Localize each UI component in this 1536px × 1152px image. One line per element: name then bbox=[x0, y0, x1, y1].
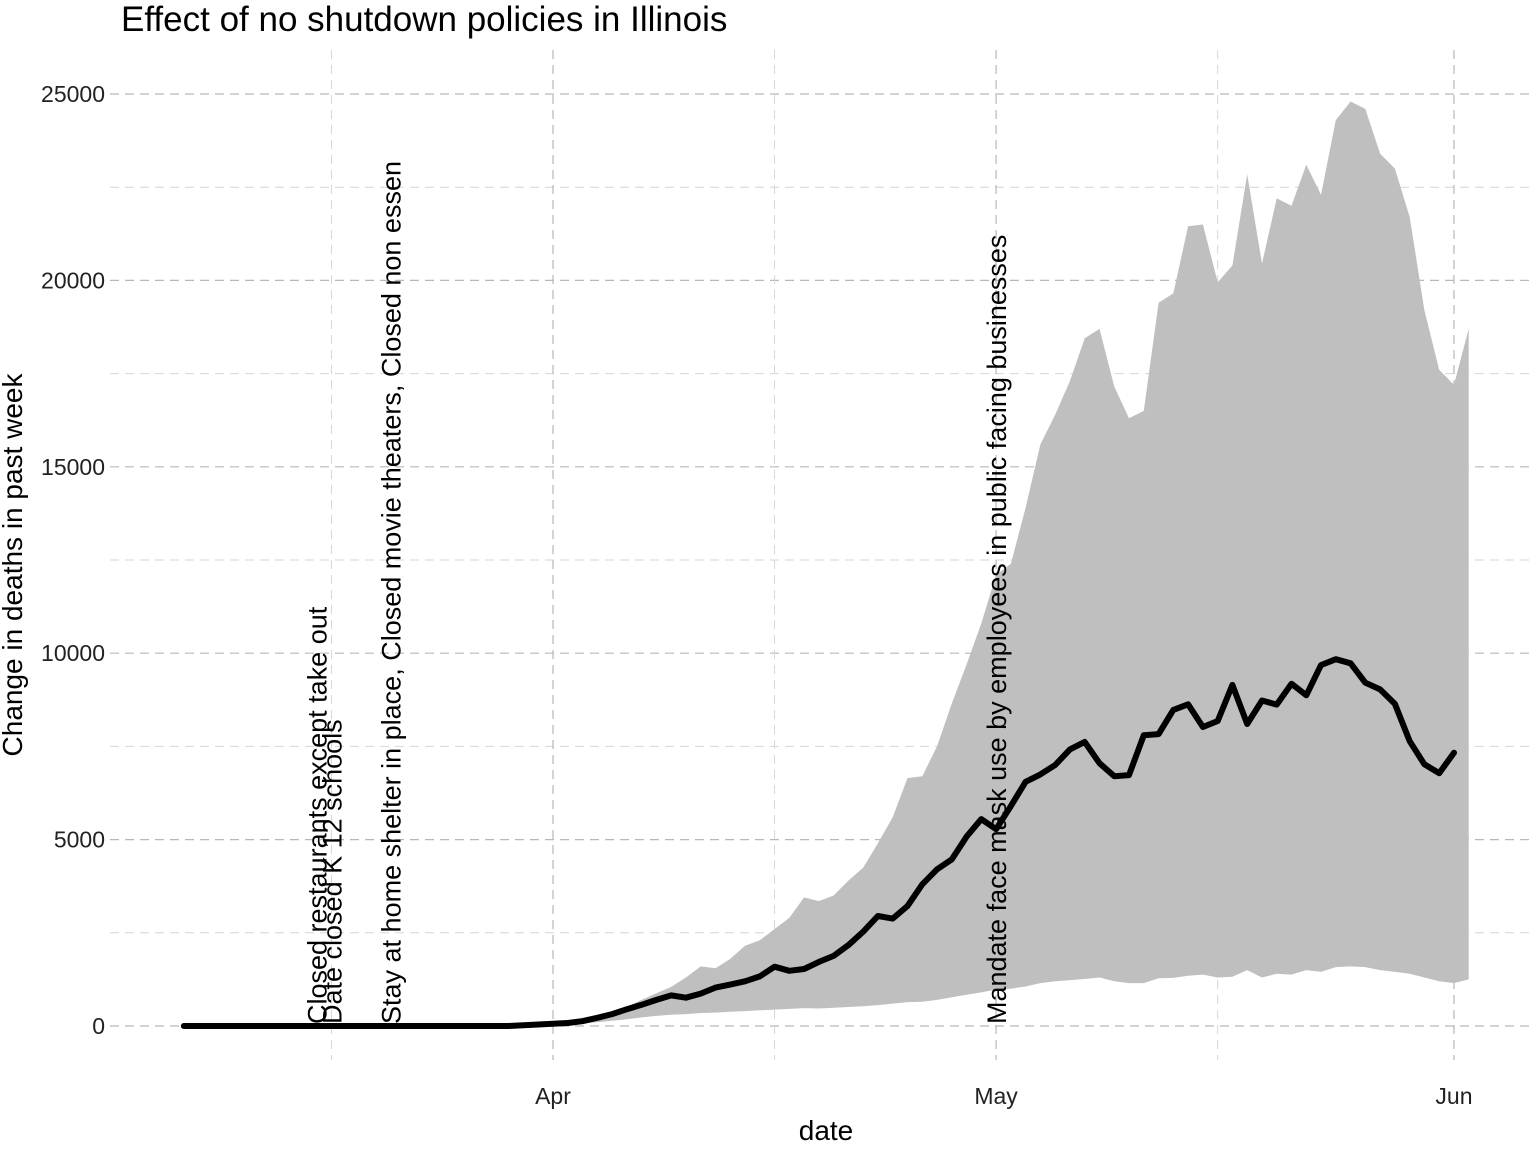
policy-annotation: Mandate face mask use by employees in pu… bbox=[982, 235, 1012, 1024]
series-line bbox=[180, 656, 1457, 1029]
y-tick-label: 10000 bbox=[41, 640, 105, 666]
y-tick-label: 25000 bbox=[41, 81, 105, 107]
x-tick-label: Apr bbox=[535, 1083, 571, 1109]
y-tick-label: 20000 bbox=[41, 267, 105, 293]
confidence-band bbox=[183, 101, 1469, 1026]
y-tick-label: 0 bbox=[92, 1013, 105, 1039]
line-layer bbox=[180, 656, 1457, 1029]
policy-annotation: Date closed K 12 schools bbox=[318, 719, 348, 1024]
x-axis-ticks: Apr May Jun bbox=[535, 1083, 1472, 1109]
x-tick-label: Jun bbox=[1435, 1083, 1472, 1109]
band-layer bbox=[183, 101, 1469, 1026]
policy-annotation: Closed restaurants except take out bbox=[303, 606, 333, 1024]
y-axis-title: Change in deaths in past week bbox=[0, 373, 28, 757]
policy-annotation: Stay at home shelter in place, Closed mo… bbox=[377, 161, 407, 1024]
y-axis-ticks: 0 5000 10000 15000 20000 25000 bbox=[41, 81, 105, 1039]
chart-title: Effect of no shutdown policies in Illino… bbox=[121, 0, 727, 39]
y-tick-label: 5000 bbox=[54, 827, 105, 853]
y-tick-label: 15000 bbox=[41, 454, 105, 480]
x-tick-label: May bbox=[974, 1083, 1018, 1109]
x-axis-title: date bbox=[799, 1115, 854, 1146]
